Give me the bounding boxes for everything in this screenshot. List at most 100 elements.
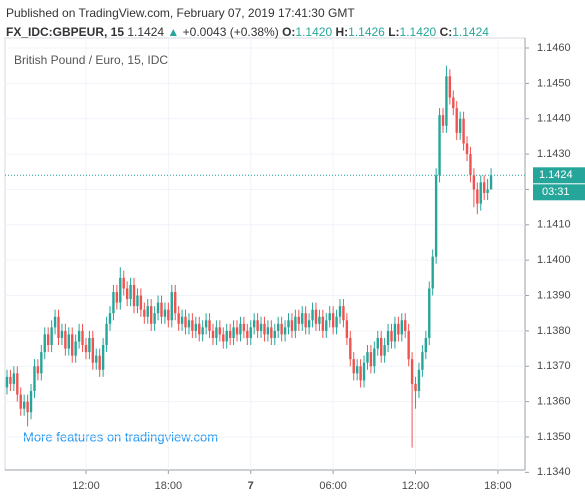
candle-body	[98, 355, 101, 370]
candle-body	[50, 327, 53, 346]
candle-body	[373, 348, 376, 367]
candle-body	[314, 309, 318, 324]
y-tick-label: 1.1370	[537, 360, 571, 372]
candle-body	[441, 115, 445, 126]
ohlc-label: C:	[439, 25, 453, 39]
candle-body	[101, 345, 105, 370]
candle-body	[5, 376, 9, 388]
y-tick-label: 1.1450	[537, 77, 571, 89]
candle-body	[232, 327, 235, 338]
ohlc-label: O:	[282, 25, 296, 39]
candle-body	[194, 323, 198, 331]
candle-body	[345, 320, 349, 338]
candle-body	[311, 309, 314, 321]
candle-body	[67, 334, 70, 349]
countdown: 03:31	[542, 186, 570, 198]
candle-body	[136, 295, 139, 307]
candle-body	[112, 291, 115, 314]
candle-body	[191, 320, 194, 331]
candle-body	[108, 313, 112, 324]
y-tick-label: 1.1340	[537, 466, 571, 478]
candle-body	[462, 118, 465, 144]
candle-body	[143, 309, 146, 317]
candle-body	[222, 334, 225, 342]
candle-body	[455, 108, 458, 133]
candle-body	[215, 327, 218, 338]
candle-body	[417, 369, 421, 392]
candle-body	[249, 327, 252, 338]
arrow: ▲	[167, 25, 180, 39]
candle-body	[74, 341, 77, 356]
ohlc: O:1.1420 H:1.1426 L:1.1420 C:1.1424	[282, 25, 489, 39]
candle-body	[119, 277, 122, 303]
candle-body	[95, 355, 98, 363]
candle-body	[22, 401, 26, 409]
candle-body	[448, 76, 452, 98]
candle-body	[33, 366, 36, 392]
x-tick-label: 7	[248, 480, 254, 492]
ohlc-value: 1.1420	[399, 25, 437, 39]
candle-body	[153, 313, 156, 324]
candle-body	[184, 316, 187, 328]
countdown-box	[533, 184, 585, 201]
candle-body	[270, 327, 273, 338]
candle-body	[369, 352, 373, 367]
candle-body	[252, 320, 256, 328]
y-tick-label: 1.1440	[537, 113, 571, 125]
candle-body	[160, 302, 163, 317]
y-tick-label: 1.1410	[537, 219, 571, 231]
candle-body	[57, 316, 60, 338]
header: Published on TradingView.com, February 0…	[6, 4, 489, 42]
candle-body	[486, 189, 489, 193]
candle-body	[170, 291, 173, 321]
candle-body	[318, 316, 321, 324]
symbol: FX_IDC:GBPEUR, 15	[6, 25, 125, 39]
candle-body	[204, 320, 208, 328]
candle-body	[266, 327, 270, 335]
candle-body	[187, 320, 191, 328]
symbol-line: FX_IDC:GBPEUR, 15 1.1424 ▲ +0.0043 (+0.3…	[6, 23, 489, 42]
candle-body	[146, 306, 149, 317]
candle-body	[132, 284, 136, 307]
candle-body	[335, 316, 338, 328]
candle-body	[304, 313, 307, 328]
candle-body	[458, 118, 462, 133]
candle-body	[211, 330, 215, 338]
candle-body	[438, 115, 441, 176]
candle-body	[277, 323, 280, 331]
candle-body	[163, 309, 167, 317]
candle-body	[198, 323, 201, 335]
candle-body	[64, 330, 67, 349]
candle-body	[26, 401, 29, 413]
y-tick-label: 1.1460	[537, 42, 571, 54]
last-price-label: 1.1424	[539, 169, 573, 181]
x-tick-label: 12:00	[72, 480, 100, 492]
candle-body	[294, 316, 297, 331]
candle-body	[379, 337, 383, 356]
chart-title: British Pound / Euro, 15, IDC	[14, 53, 168, 67]
candle-body	[489, 175, 493, 190]
candle-body	[404, 320, 407, 331]
candle-body	[125, 288, 129, 300]
candle-body	[383, 345, 386, 356]
ohlc-value: 1.1426	[348, 25, 385, 39]
published-line: Published on TradingView.com, February 0…	[6, 6, 355, 20]
candle-body	[482, 182, 486, 193]
candle-body	[479, 182, 482, 204]
ohlc-value: 1.1420	[295, 25, 333, 39]
candle-body	[77, 330, 81, 342]
candle-body	[16, 373, 19, 395]
candle-body	[9, 376, 12, 384]
candle-body	[338, 306, 342, 317]
candle-body	[434, 175, 438, 257]
candle-body	[362, 362, 366, 381]
candle-body	[225, 330, 228, 342]
candle-body	[242, 323, 246, 331]
candle-body	[246, 330, 249, 338]
candle-body	[263, 323, 266, 335]
candle-body	[174, 291, 177, 314]
candle-body	[156, 302, 160, 314]
candle-body	[218, 327, 222, 335]
x-tick-label: 18:00	[484, 480, 512, 492]
x-tick-label: 06:00	[319, 480, 347, 492]
